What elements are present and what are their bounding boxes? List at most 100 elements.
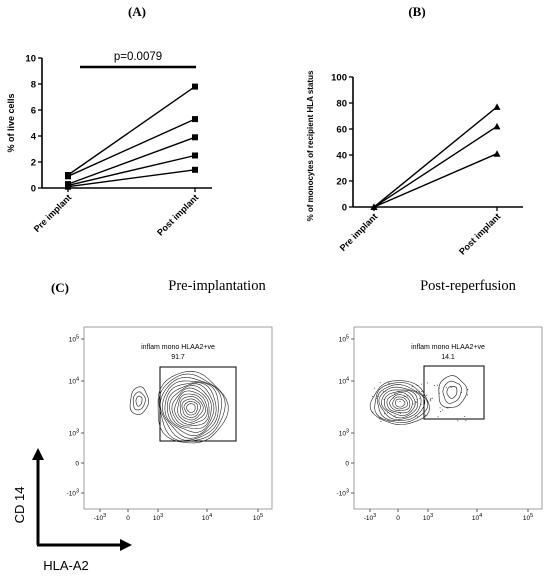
- event-dot: [420, 383, 422, 385]
- event-dot: [403, 395, 405, 397]
- x-tick-label: -103: [94, 513, 106, 522]
- x-tick-label: 104: [202, 513, 212, 522]
- event-dot: [465, 420, 467, 422]
- contour-line: [378, 386, 422, 420]
- series-line: [373, 125, 498, 208]
- chart-panel-b: % of monocytes of recipient HLA status 0…: [306, 70, 523, 257]
- hla-a2-label: HLA-A2: [43, 558, 89, 573]
- y-axis-label-a: % of live cells: [6, 93, 16, 152]
- y-tick-label: 105: [69, 335, 79, 344]
- contour-line: [161, 380, 219, 439]
- contour-line: [395, 398, 406, 408]
- contour-line: [376, 384, 426, 422]
- event-dot: [419, 398, 421, 400]
- y-tick-label: 6: [31, 106, 36, 117]
- event-dot: [446, 407, 448, 409]
- event-dot: [440, 411, 442, 412]
- event-dot: [437, 416, 439, 418]
- contour-line: [381, 389, 419, 419]
- contour-line: [167, 383, 215, 433]
- contour-line: [438, 375, 468, 408]
- event-dot: [399, 412, 401, 414]
- event-dot: [383, 391, 384, 393]
- event-dot: [383, 399, 385, 401]
- event-dot: [395, 416, 397, 418]
- y-tick-label: 2: [31, 158, 36, 169]
- event-dot: [420, 403, 422, 405]
- event-dot: [388, 383, 390, 384]
- x-tick-label: 0: [126, 515, 130, 522]
- gate-value: 91.7: [171, 354, 185, 361]
- plot-frame: [353, 326, 543, 510]
- data-point: [192, 83, 198, 90]
- contour-line: [169, 385, 212, 430]
- event-dot: [384, 413, 385, 415]
- event-dot: [399, 401, 401, 402]
- x-tick-label: Post implant: [155, 192, 200, 237]
- y-tick-label: 0: [75, 461, 79, 468]
- event-dot: [397, 391, 399, 392]
- gate-box: [159, 366, 237, 442]
- data-point: [192, 134, 198, 141]
- y-tick-label: 0: [31, 184, 36, 195]
- data-point: [192, 166, 198, 173]
- y-tick-label: 0: [345, 461, 349, 468]
- event-dot: [426, 394, 428, 396]
- x-tick-label: Pre implant: [338, 211, 380, 253]
- contour-line: [386, 392, 413, 414]
- gate-label: inflam mono HLAA2+ve: [141, 344, 215, 351]
- event-dot: [388, 420, 390, 422]
- event-dot: [430, 400, 432, 402]
- contour-line: [157, 370, 229, 444]
- event-dot: [379, 416, 381, 418]
- data-point: [493, 103, 501, 110]
- y-tick-label: 80: [336, 99, 347, 110]
- contour-line: [174, 390, 208, 425]
- y-tick-label: 20: [336, 177, 347, 188]
- event-dot: [416, 399, 418, 401]
- event-dot: [447, 407, 449, 409]
- event-dot: [379, 382, 381, 384]
- contour-line: [383, 390, 416, 416]
- event-dot: [373, 387, 375, 389]
- series-line: [67, 118, 196, 177]
- x-tick-label: 104: [472, 513, 482, 522]
- event-dot: [437, 384, 439, 386]
- event-dot: [467, 389, 469, 391]
- event-dot: [418, 390, 420, 392]
- event-dot: [430, 397, 432, 399]
- event-dot: [413, 403, 415, 405]
- event-dot: [372, 411, 374, 413]
- y-tick-label: -103: [337, 489, 349, 498]
- pre-implantation-title: Pre-implantation: [168, 278, 266, 294]
- event-dot: [385, 390, 387, 392]
- post-reperfusion-title: Post-reperfusion: [420, 278, 517, 294]
- series-line: [67, 169, 196, 188]
- cd14-label: CD 14: [12, 487, 27, 524]
- contour-line: [181, 398, 201, 418]
- event-dot: [427, 382, 428, 384]
- data-point: [192, 152, 198, 159]
- p-value-annotation: p=0.0079: [114, 51, 162, 63]
- series-line: [67, 154, 196, 187]
- y-tick-label: 4: [31, 132, 37, 143]
- y-tick-label: 0: [342, 203, 347, 214]
- series-line: [373, 153, 498, 208]
- event-dot: [394, 393, 396, 395]
- y-tick-label: 103: [339, 429, 349, 438]
- event-dot: [438, 392, 440, 394]
- contour-line: [171, 387, 210, 427]
- x-tick-label: 105: [523, 513, 533, 522]
- contour-line: [183, 400, 199, 416]
- contour-line: [369, 380, 430, 426]
- event-dot: [388, 381, 389, 383]
- event-dot: [439, 407, 441, 409]
- y-tick-label: -103: [67, 489, 79, 498]
- x-tick-label: -103: [364, 513, 376, 522]
- event-dot: [461, 392, 463, 394]
- contour-line: [129, 386, 149, 415]
- y-tick-label: 103: [69, 429, 79, 438]
- contour-line: [132, 391, 146, 411]
- y-tick-label: 100: [331, 73, 347, 84]
